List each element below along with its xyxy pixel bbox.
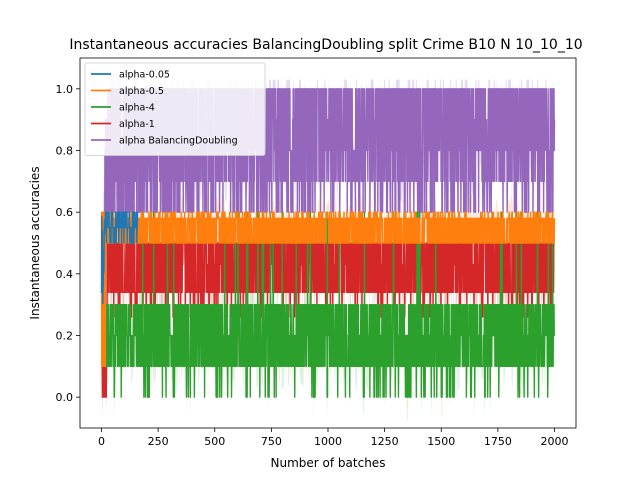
series-line-alpha-0.5 (100, 211, 556, 368)
legend-label: alpha-0.05 (119, 70, 170, 81)
y-tick-label: 0.0 (56, 391, 74, 404)
plot-area (100, 79, 556, 422)
legend-label: alpha-0.5 (119, 86, 164, 97)
legend-label: alpha-1 (119, 119, 155, 130)
y-tick-label: 0.4 (56, 268, 74, 281)
x-tick-label: 1500 (427, 435, 455, 448)
y-tick-label: 0.6 (56, 206, 74, 219)
y-tick-label: 1.0 (56, 83, 74, 96)
x-tick-label: 2000 (540, 435, 568, 448)
legend-label: alpha BalancingDoubling (119, 136, 238, 147)
x-axis-label: Number of batches (271, 456, 386, 470)
x-tick-label: 500 (204, 435, 225, 448)
x-tick-label: 1250 (371, 435, 399, 448)
series-line-alpha-4 (101, 211, 555, 398)
legend: alpha-0.05 alpha-0.5 alpha-4 alpha-1 alpha B… (84, 62, 266, 156)
y-tick-label: 0.2 (56, 330, 74, 343)
x-tick-label: 1750 (484, 435, 512, 448)
series-line-alpha-0.05 (100, 211, 139, 305)
y-axis-label: Instantaneous accuracies (28, 166, 42, 319)
x-tick-label: 0 (98, 435, 105, 448)
chart-title: Instantaneous accuracies BalancingDoubli… (69, 37, 582, 53)
x-tick-label: 250 (148, 435, 169, 448)
legend-label: alpha-4 (119, 103, 155, 114)
x-tick-label: 1000 (314, 435, 342, 448)
y-axis: 0.0 0.2 0.4 0.6 0.8 1.0 (56, 83, 80, 404)
series-line-alpha-balancingdoubling (101, 88, 556, 275)
y-tick-label: 0.8 (56, 145, 74, 158)
x-tick-label: 750 (261, 435, 282, 448)
x-axis: 0 250 500 750 1000 1250 1500 1750 2000 (98, 428, 568, 448)
legend-box (84, 62, 266, 156)
